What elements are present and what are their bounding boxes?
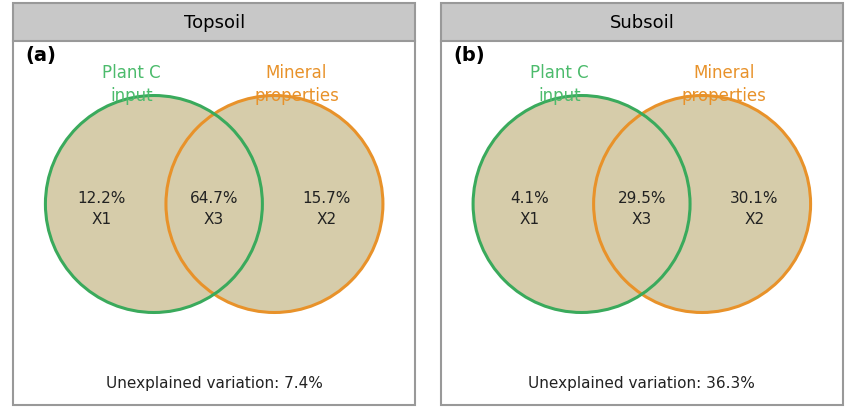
Circle shape [166,96,383,313]
Text: Plant C
input: Plant C input [530,64,589,104]
Text: 15.7%: 15.7% [302,191,351,206]
Text: Unexplained variation: 7.4%: Unexplained variation: 7.4% [106,375,323,390]
Bar [13,4,415,42]
Text: Mineral
properties: Mineral properties [681,64,767,104]
Text: (a): (a) [26,46,56,65]
Text: Topsoil: Topsoil [183,14,245,32]
Text: 12.2%: 12.2% [78,191,126,206]
Circle shape [473,96,690,313]
Text: X3: X3 [632,211,652,226]
Text: X3: X3 [204,211,224,226]
Text: (b): (b) [453,46,484,65]
Text: 30.1%: 30.1% [730,191,779,206]
Circle shape [593,96,811,313]
Text: 29.5%: 29.5% [617,191,666,206]
Text: X1: X1 [520,211,539,226]
Text: X1: X1 [92,211,112,226]
Text: 4.1%: 4.1% [510,191,549,206]
Text: Mineral
properties: Mineral properties [254,64,339,104]
Bar [441,4,843,42]
Polygon shape [473,96,811,313]
Text: X2: X2 [317,211,336,226]
Text: Plant C
input: Plant C input [103,64,161,104]
Text: Subsoil: Subsoil [609,14,675,32]
Text: 64.7%: 64.7% [190,191,239,206]
Text: Unexplained variation: 36.3%: Unexplained variation: 36.3% [528,375,755,390]
Text: X2: X2 [744,211,764,226]
Polygon shape [45,96,383,313]
Circle shape [45,96,263,313]
